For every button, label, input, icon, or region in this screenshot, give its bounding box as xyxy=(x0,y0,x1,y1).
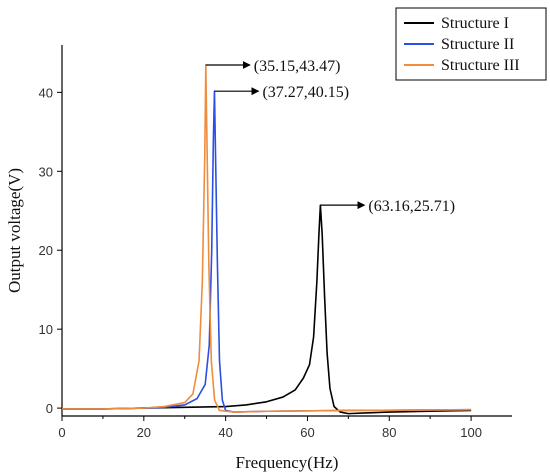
y-tick-label: 10 xyxy=(39,322,53,337)
x-tick-label: 40 xyxy=(218,425,232,440)
legend[interactable]: Structure I Structure II Structure III xyxy=(395,7,547,81)
series-line-2 xyxy=(62,90,472,413)
x-axis-title: Frequency(Hz) xyxy=(236,453,339,472)
axes xyxy=(61,45,512,417)
x-tick-label: 0 xyxy=(58,425,65,440)
series-line-1 xyxy=(62,204,472,415)
annotation-label: (63.16,25.71) xyxy=(368,198,455,215)
legend-label-2: Structure II xyxy=(441,36,514,53)
annotation-label: (35.15,43.47) xyxy=(254,58,341,75)
legend-label-1: Structure I xyxy=(441,15,509,32)
x-tick-label: 60 xyxy=(300,425,314,440)
y-tick-label: 0 xyxy=(46,401,53,416)
x-tick-label: 20 xyxy=(137,425,151,440)
ticks: 0 20 40 60 80 100 0 10 20 30 40 xyxy=(39,85,482,440)
annotations: (35.15,43.47) (37.27,40.15) (63.16,25.71) xyxy=(205,58,455,215)
annotation-label: (37.27,40.15) xyxy=(262,84,349,101)
series-line-3 xyxy=(62,64,472,413)
y-tick-label: 40 xyxy=(39,85,53,100)
series-group xyxy=(62,64,472,415)
legend-label-3: Structure III xyxy=(441,57,520,74)
y-tick-label: 30 xyxy=(39,164,53,179)
x-tick-label: 100 xyxy=(460,425,482,440)
y-axis-title: Output voltage(V) xyxy=(5,168,24,293)
x-tick-label: 80 xyxy=(382,425,396,440)
y-tick-label: 20 xyxy=(39,243,53,258)
